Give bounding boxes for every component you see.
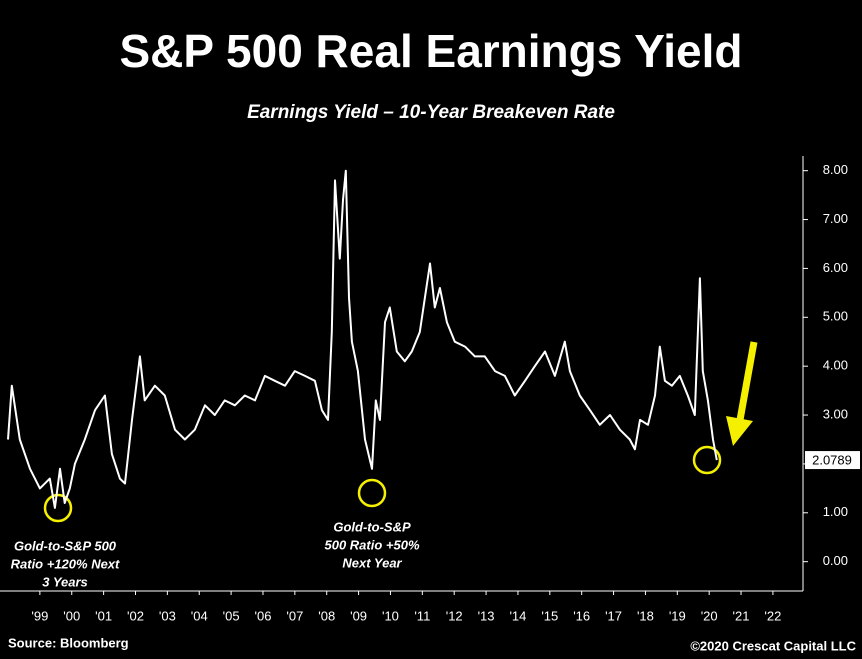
x-tick-label: '16 <box>573 608 590 623</box>
x-tick-label: '04 <box>191 608 208 623</box>
last-value-label: 2.0789 <box>812 453 852 468</box>
annotation: Next Year <box>342 555 402 570</box>
data-line <box>7 169 718 509</box>
x-tick-label: '10 <box>382 608 399 623</box>
y-tick-label: 5.00 <box>823 309 848 324</box>
source: Source: Bloomberg <box>8 635 129 650</box>
x-tick-label: '13 <box>478 608 495 623</box>
x-tick-label: '09 <box>350 608 367 623</box>
x-tick-label: '14 <box>509 608 526 623</box>
x-tick-label: '20 <box>701 608 718 623</box>
x-tick-label: '18 <box>637 608 654 623</box>
last-value-box <box>805 451 860 470</box>
highlight-circle <box>43 493 73 523</box>
x-tick-label: '05 <box>223 608 240 623</box>
x-tick-label: '02 <box>127 608 144 623</box>
x-tick-label: '03 <box>159 608 176 623</box>
y-tick-label: 3.00 <box>823 406 848 421</box>
x-tick-label: '21 <box>733 608 750 623</box>
annotation: 500 Ratio +50% <box>324 537 419 552</box>
annotation: Gold-to-S&P 500 <box>14 538 117 553</box>
arrow-shaft <box>736 341 758 421</box>
y-tick-label: 0.00 <box>823 553 848 568</box>
x-tick-label: '12 <box>446 608 463 623</box>
highlight-circle <box>692 445 722 475</box>
x-tick-label: '22 <box>764 608 781 623</box>
annotation: 3 Years <box>42 574 88 589</box>
arrow-head <box>726 416 753 446</box>
y-tick-label: 8.00 <box>823 162 848 177</box>
x-tick-label: '17 <box>605 608 622 623</box>
x-tick-label: '06 <box>254 608 271 623</box>
x-tick-label: '19 <box>669 608 686 623</box>
annotation: Ratio +120% Next <box>11 556 120 571</box>
x-tick-label: '07 <box>286 608 303 623</box>
x-tick-label: '15 <box>541 608 558 623</box>
x-tick-label: '08 <box>318 608 335 623</box>
y-tick-label: 7.00 <box>823 211 848 226</box>
chart-title: S&P 500 Real Earnings Yield <box>120 25 743 77</box>
annotation: Gold-to-S&P <box>333 519 411 534</box>
chart-subtitle: Earnings Yield – 10-Year Breakeven Rate <box>247 102 615 123</box>
y-tick-label: 6.00 <box>823 260 848 275</box>
credit: ©2020 Crescat Capital LLC <box>690 638 856 653</box>
x-tick-label: '00 <box>63 608 80 623</box>
x-tick-label: '01 <box>95 608 112 623</box>
y-tick-label: 1.00 <box>823 504 848 519</box>
x-tick-label: '99 <box>31 608 48 623</box>
highlight-circle <box>357 478 387 508</box>
x-tick-label: '11 <box>414 608 430 623</box>
y-tick-label: 4.00 <box>823 358 848 373</box>
